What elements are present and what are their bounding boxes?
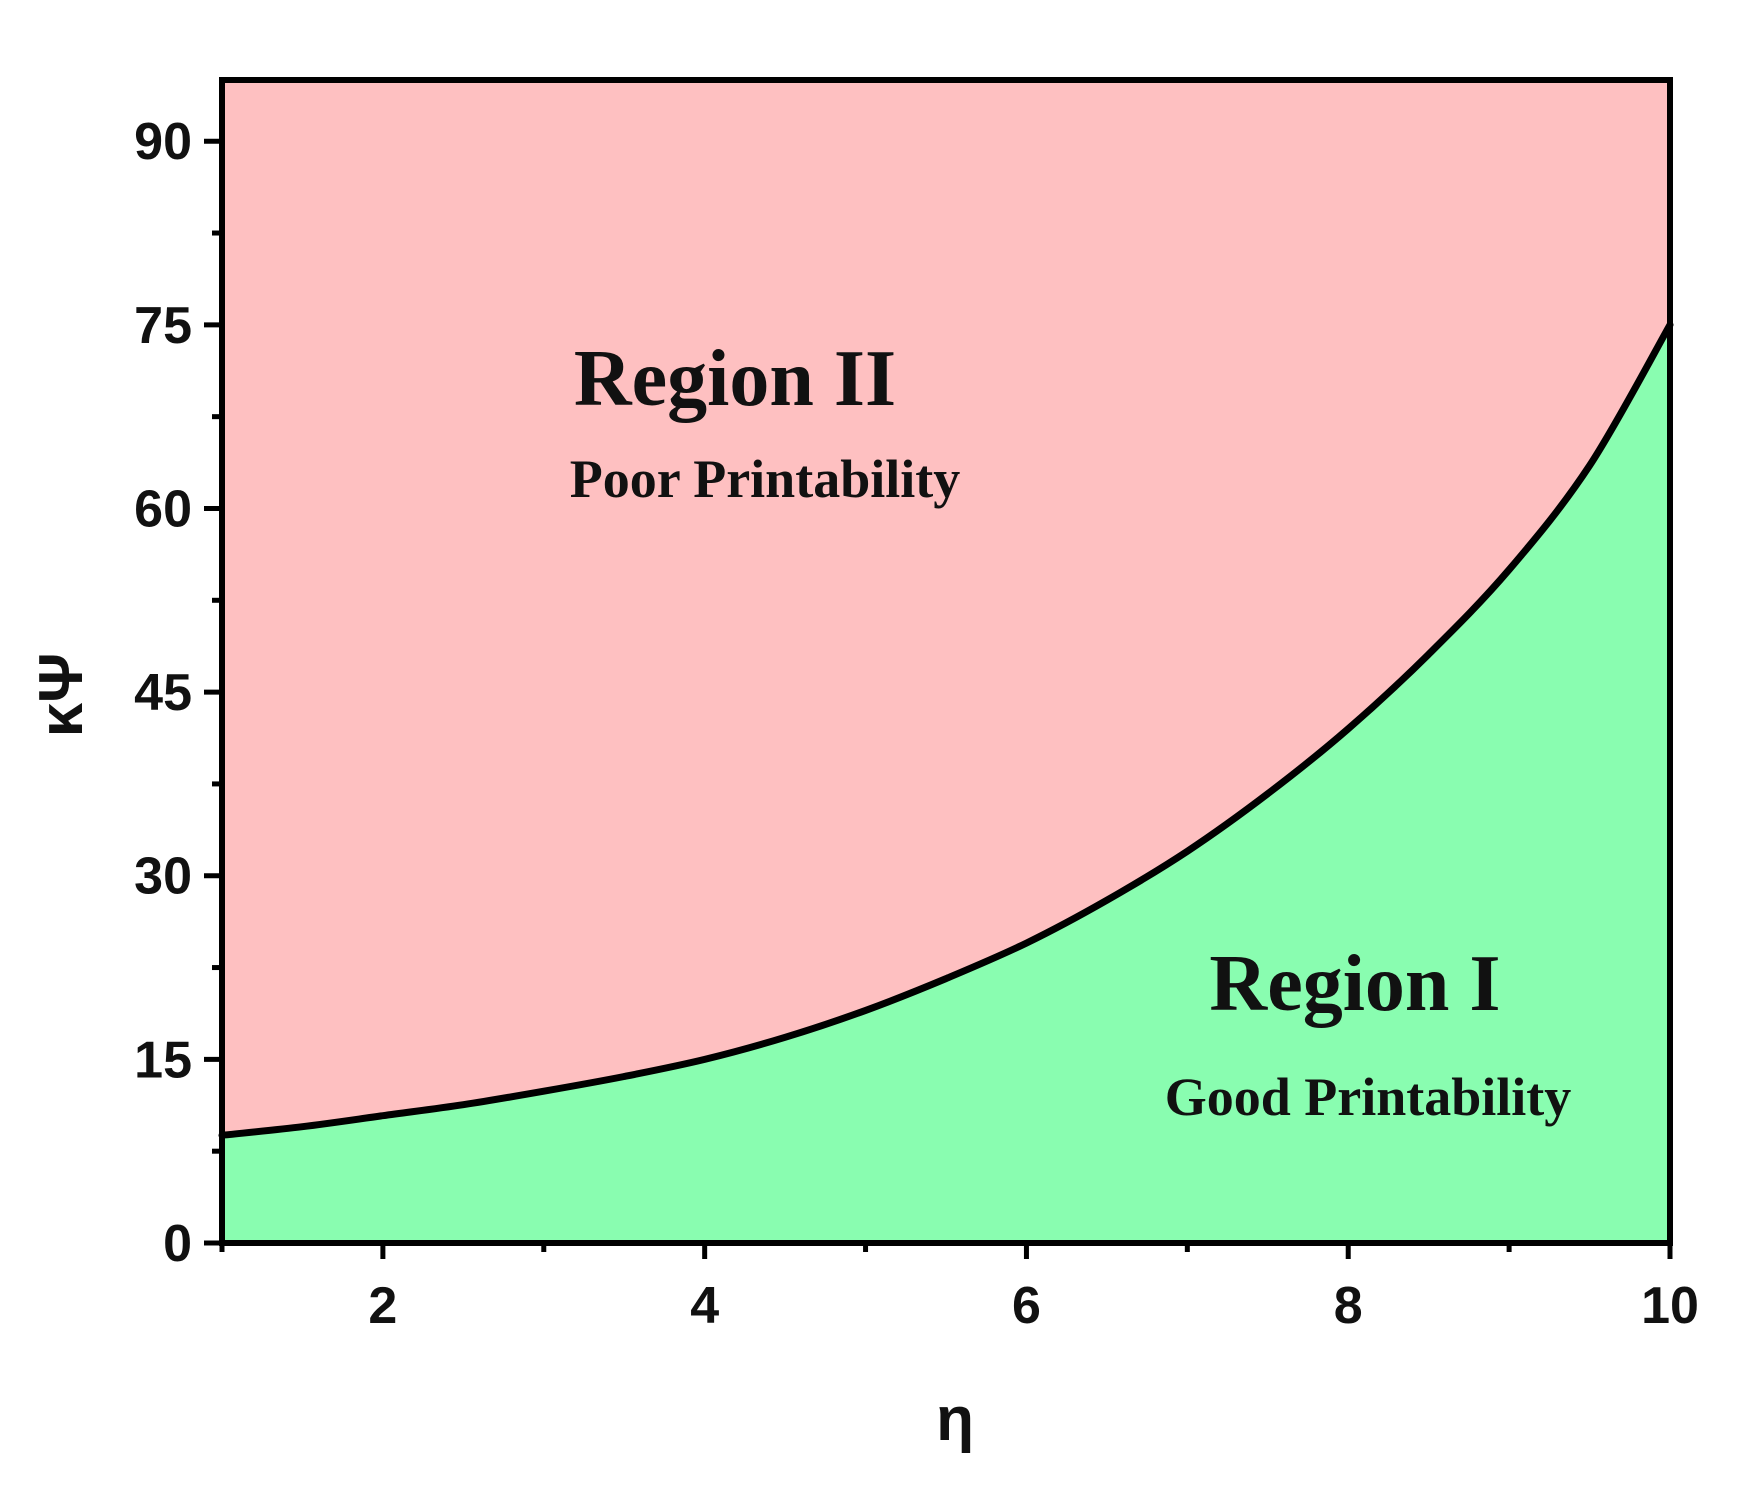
y-tick-label: 15 bbox=[134, 1031, 192, 1089]
axes: 2 4 6 8 10 0 15 30 45 60 75 90 bbox=[134, 77, 1699, 1335]
plot-area bbox=[218, 80, 1674, 1243]
boundary-line bbox=[218, 321, 1674, 1139]
y-tick-label: 45 bbox=[134, 664, 192, 722]
x-tick-label: 2 bbox=[368, 1277, 397, 1335]
y-tick-label: 30 bbox=[134, 848, 192, 906]
y-tick-label: 90 bbox=[134, 113, 192, 171]
x-tick-label: 4 bbox=[690, 1277, 719, 1335]
region-i-title: Region I bbox=[1209, 940, 1500, 1028]
plot-frame bbox=[219, 77, 1673, 1246]
region-i-area bbox=[222, 324, 1670, 1243]
region-ii-subtitle: Poor Printability bbox=[570, 449, 960, 509]
y-tick-label: 75 bbox=[134, 297, 192, 355]
x-axis-title: η bbox=[936, 1385, 974, 1454]
region-ii-area bbox=[222, 80, 1670, 1136]
y-axis-title: κΨ bbox=[27, 653, 96, 738]
x-tick-label: 6 bbox=[1012, 1277, 1041, 1335]
x-tick-label: 10 bbox=[1641, 1277, 1699, 1335]
y-tick-label: 60 bbox=[134, 480, 192, 538]
region-i-subtitle: Good Printability bbox=[1165, 1067, 1572, 1127]
y-tick-label: 0 bbox=[163, 1215, 192, 1273]
x-tick-label: 8 bbox=[1334, 1277, 1363, 1335]
region-ii-title: Region II bbox=[574, 335, 896, 423]
